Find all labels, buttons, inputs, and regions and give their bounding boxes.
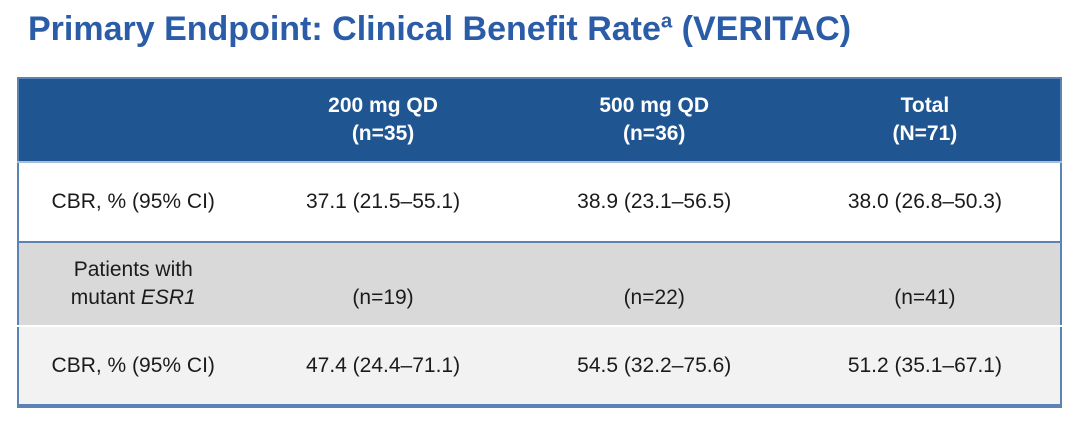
page-title: Primary Endpoint: Clinical Benefit Ratea… (28, 10, 851, 49)
row-label-line1: Patients with (73, 258, 193, 281)
header-cell-total: Total (N=71) (789, 78, 1061, 163)
header-cell-200mg: 200 mg QD (n=35) (247, 78, 519, 163)
header-n-label: (N=71) (892, 122, 958, 145)
table-row-cbr-overall: CBR, % (95% CI) 37.1 (21.5–55.1) 38.9 (2… (18, 162, 1061, 242)
header-dose-label: 500 mg QD (599, 94, 710, 117)
header-cell-500mg: 500 mg QD (n=36) (518, 78, 790, 163)
header-n-label: (n=36) (622, 122, 686, 145)
page-title-suffix: (VERITAC) (672, 10, 852, 48)
value-cell-200mg: (n=19) (352, 286, 414, 309)
header-dose-label: 200 mg QD (328, 94, 438, 117)
table-row-mutant-esr1: Patients with mutant ESR1 (n=19) (n=22) … (18, 242, 1061, 326)
row-label-cell: CBR, % (95% CI) (51, 353, 215, 377)
page-title-main: Primary Endpoint: Clinical Benefit Rate (28, 10, 661, 48)
page-title-superscript: a (660, 10, 673, 33)
header-empty-cell (18, 78, 248, 163)
row-label-cell: Patients with mutant ESR1 (18, 242, 247, 326)
table-row-cbr-mutant-esr1: CBR, % (95% CI) 47.4 (24.4–71.1) 54.5 (3… (18, 326, 1061, 406)
value-cell-500mg: 38.9 (23.1–56.5) (577, 190, 732, 213)
header-dose-label: Total (900, 94, 950, 117)
value-cell-200mg: 37.1 (21.5–55.1) (305, 190, 461, 213)
value-cell-500mg: (n=22) (623, 286, 685, 309)
value-cell-total: (n=41) (894, 286, 956, 309)
value-cell-500mg: 54.5 (32.2–75.6) (577, 353, 732, 377)
row-label-cell: CBR, % (95% CI) (51, 190, 215, 213)
row-label-line2-prefix: mutant (70, 286, 141, 309)
value-cell-total: 51.2 (35.1–67.1) (847, 353, 1002, 377)
value-cell-total: 38.0 (26.8–50.3) (847, 190, 1002, 213)
clinical-benefit-rate-table: 200 mg QD (n=35) 500 mg QD (n=36) Total … (17, 77, 1062, 408)
value-cell-200mg: 47.4 (24.4–71.1) (305, 353, 461, 377)
gene-name-esr1: ESR1 (140, 286, 196, 309)
row-label-line2: mutant ESR1 (19, 284, 247, 312)
table-header-row: 200 mg QD (n=35) 500 mg QD (n=36) Total … (18, 78, 1061, 163)
header-n-label: (n=35) (351, 122, 415, 145)
